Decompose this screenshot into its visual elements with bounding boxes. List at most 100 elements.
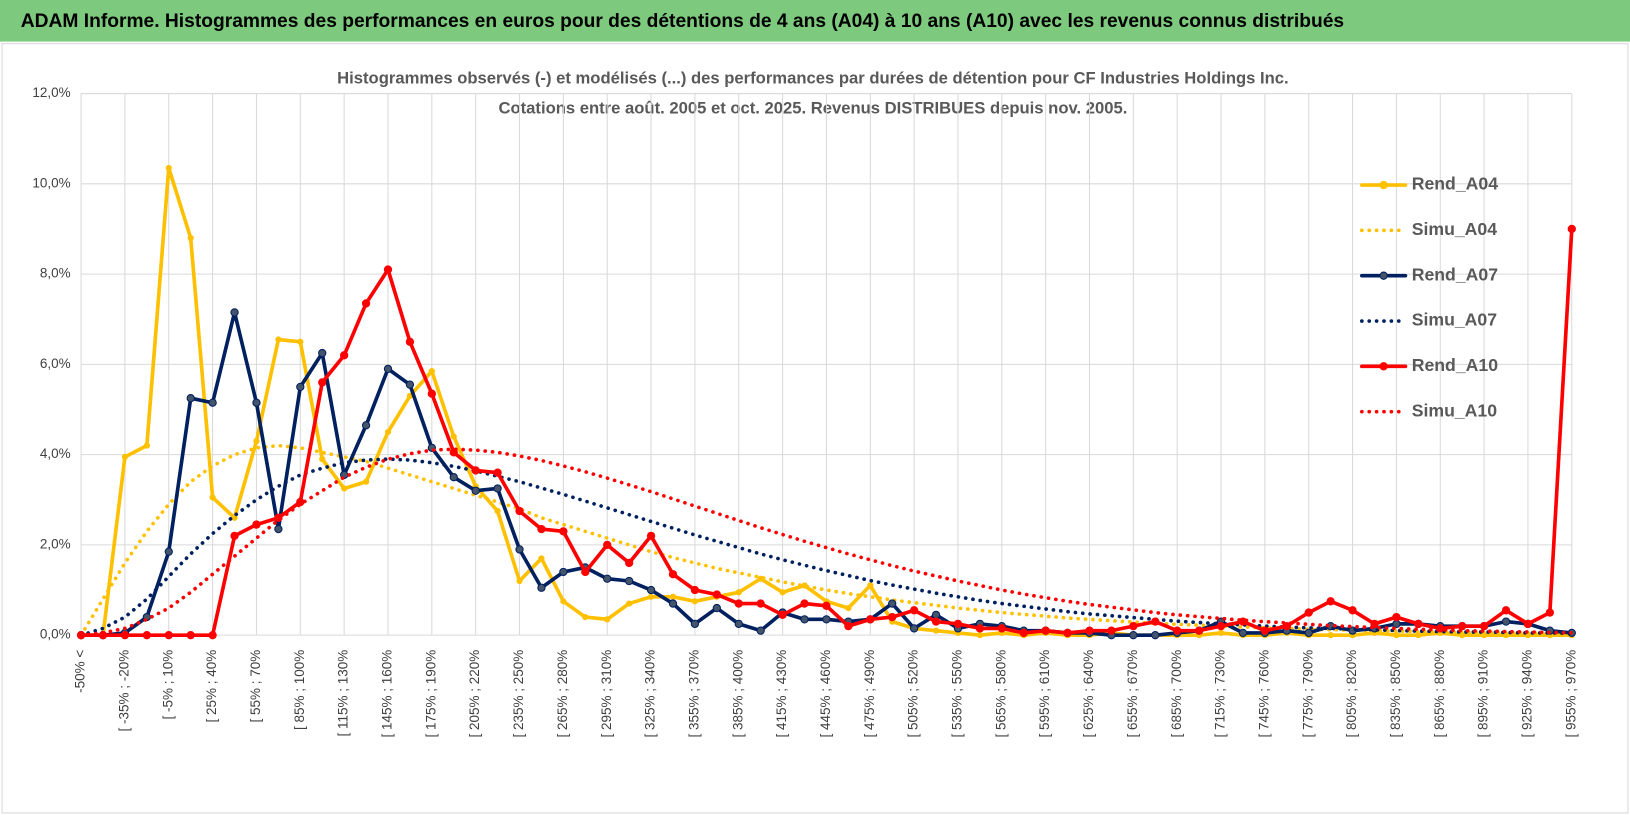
data-point bbox=[976, 632, 984, 639]
data-point bbox=[581, 567, 590, 577]
legend-label: Simu_A07 bbox=[1412, 310, 1498, 330]
data-point bbox=[734, 619, 743, 629]
data-point bbox=[603, 540, 612, 550]
x-tick-label: [ 745% ; 760% bbox=[1256, 650, 1271, 738]
x-tick-label: [ 565% ; 580% bbox=[993, 650, 1008, 738]
data-point bbox=[1545, 608, 1555, 617]
data-point bbox=[1501, 606, 1511, 615]
data-point bbox=[800, 599, 809, 608]
data-point bbox=[997, 624, 1006, 633]
legend-label: Rend_A10 bbox=[1412, 355, 1499, 375]
data-point bbox=[493, 468, 502, 477]
data-point bbox=[515, 506, 524, 516]
x-tick-label: [ 625% ; 640% bbox=[1081, 650, 1096, 738]
data-point bbox=[383, 364, 393, 374]
chart-title: Histogrammes observés (-) et modélisés (… bbox=[337, 68, 1289, 87]
x-tick-label: [ 355% ; 370% bbox=[686, 650, 701, 738]
data-point bbox=[121, 453, 129, 461]
data-point bbox=[888, 612, 897, 622]
data-point bbox=[756, 599, 765, 608]
x-tick-label: [ 535% ; 550% bbox=[950, 650, 965, 738]
data-point bbox=[778, 610, 787, 620]
legend-marker bbox=[1379, 271, 1388, 280]
x-tick-label: [ 925% ; 940% bbox=[1520, 650, 1535, 738]
data-point bbox=[275, 336, 282, 343]
x-tick-label: [ 265% ; 280% bbox=[555, 650, 570, 738]
data-point bbox=[384, 428, 392, 436]
x-tick-label: [ 505% ; 520% bbox=[906, 650, 921, 738]
data-point bbox=[1063, 628, 1072, 638]
data-point bbox=[296, 382, 305, 392]
y-tick-label: 4,0% bbox=[40, 446, 71, 461]
chart-subtitle: Cotations entre août. 2005 et oct. 2025.… bbox=[498, 99, 1127, 118]
data-point bbox=[690, 619, 700, 629]
header-bar bbox=[0, 0, 1630, 42]
data-point bbox=[909, 624, 919, 633]
data-point bbox=[1173, 626, 1182, 635]
x-tick-label: [ 685% ; 700% bbox=[1169, 650, 1184, 738]
data-point bbox=[1479, 621, 1489, 631]
data-point bbox=[209, 494, 216, 501]
data-point bbox=[252, 520, 261, 529]
data-point bbox=[1348, 606, 1357, 615]
y-tick-label: 2,0% bbox=[40, 536, 71, 551]
data-point bbox=[319, 456, 326, 463]
x-tick-label: [ 205% ; 220% bbox=[467, 650, 482, 738]
legend-marker bbox=[1379, 362, 1388, 371]
data-point bbox=[494, 507, 501, 515]
data-point bbox=[668, 570, 678, 579]
data-point bbox=[1567, 224, 1576, 234]
data-point bbox=[1304, 628, 1313, 638]
data-point bbox=[187, 234, 194, 242]
legend-label: Rend_A04 bbox=[1412, 174, 1499, 194]
x-tick-label: [ 55% ; 70% bbox=[248, 650, 263, 723]
data-point bbox=[779, 589, 786, 596]
x-tick-label: [ 295% ; 310% bbox=[599, 650, 614, 738]
data-point bbox=[953, 619, 963, 629]
data-point bbox=[1260, 626, 1270, 635]
y-tick-label: 8,0% bbox=[40, 266, 71, 281]
y-tick-label: 10,0% bbox=[32, 175, 70, 190]
legend-label: Rend_A07 bbox=[1412, 264, 1499, 284]
data-point bbox=[1458, 621, 1467, 631]
x-tick-label: [ 175% ; 190% bbox=[423, 650, 438, 738]
data-point bbox=[230, 531, 239, 541]
data-point bbox=[1415, 632, 1422, 639]
data-point bbox=[867, 582, 874, 589]
data-point bbox=[208, 398, 217, 407]
x-tick-label: [ 325% ; 340% bbox=[643, 650, 658, 738]
data-point bbox=[538, 555, 545, 562]
x-tick-label: [ 115% ; 130% bbox=[336, 650, 351, 737]
data-point bbox=[932, 627, 940, 634]
x-tick-label: [ 385% ; 400% bbox=[730, 650, 745, 738]
data-point bbox=[559, 527, 568, 536]
x-tick-label: [ 655% ; 670% bbox=[1125, 650, 1140, 738]
data-point bbox=[1151, 617, 1160, 626]
x-tick-label: [ 235% ; 250% bbox=[511, 650, 526, 738]
data-point bbox=[931, 610, 941, 620]
data-point bbox=[1393, 632, 1400, 639]
x-tick-label: [ 955% ; 970% bbox=[1563, 650, 1578, 738]
x-tick-label: [ 715% ; 730% bbox=[1213, 650, 1228, 738]
data-point bbox=[560, 598, 567, 605]
data-point bbox=[1414, 619, 1423, 629]
data-point bbox=[537, 583, 546, 592]
data-point bbox=[1370, 619, 1379, 629]
data-point bbox=[756, 626, 765, 635]
legend-marker bbox=[1379, 180, 1388, 190]
header-title: ADAM Informe. Histogrammes des performan… bbox=[21, 11, 1344, 32]
y-tick-label: 0,0% bbox=[40, 627, 71, 642]
data-point bbox=[669, 593, 677, 600]
y-tick-label: 6,0% bbox=[40, 356, 71, 371]
x-tick-label: [ 445% ; 460% bbox=[818, 650, 833, 738]
data-point bbox=[1304, 608, 1313, 617]
data-point bbox=[1327, 632, 1334, 639]
data-point bbox=[405, 337, 415, 346]
x-tick-label: [ 595% ; 610% bbox=[1037, 650, 1052, 738]
data-point bbox=[647, 593, 655, 600]
data-point bbox=[975, 624, 985, 633]
data-point bbox=[471, 466, 480, 475]
data-point bbox=[909, 606, 919, 615]
data-point bbox=[274, 524, 283, 534]
